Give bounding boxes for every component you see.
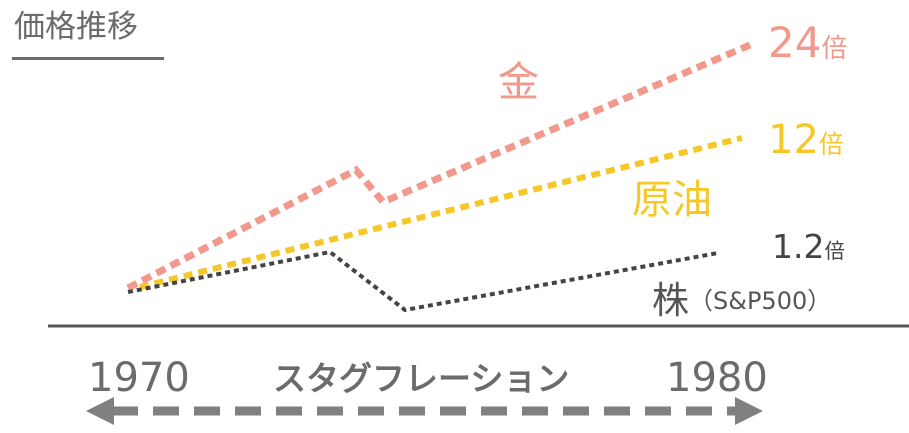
period-arrow-left-head	[86, 397, 114, 425]
stock-label: 株（S&P500）	[652, 282, 831, 319]
oil-multiple: 12倍	[768, 120, 844, 160]
gold-multiple: 24倍	[768, 22, 847, 64]
stock-label-name: 株	[652, 279, 689, 322]
stock-trend-line	[127, 249, 719, 313]
gold-trend-line	[126, 41, 752, 292]
timeline-end-year: 1980	[666, 355, 768, 401]
oil-multiple-number: 12	[768, 117, 819, 163]
title-underline	[12, 57, 164, 60]
stagflation-label: スタグフレーション	[273, 359, 570, 398]
gold-multiple-number: 24	[768, 18, 822, 67]
stock-multiple-unit: 倍	[824, 239, 845, 263]
oil-label: 原油	[632, 177, 712, 223]
stock-multiple: 1.2倍	[772, 230, 845, 263]
period-arrow-right-head	[735, 397, 763, 425]
gold-multiple-unit: 倍	[821, 34, 848, 64]
gold-label: 金	[498, 58, 539, 106]
oil-trend-line	[139, 135, 743, 290]
stock-multiple-number: 1.2	[772, 227, 825, 266]
stock-label-suffix: （S&P500）	[689, 287, 832, 315]
oil-multiple-unit: 倍	[818, 130, 844, 159]
page-title: 価格推移	[14, 9, 138, 45]
timeline-start-year: 1970	[88, 355, 190, 401]
